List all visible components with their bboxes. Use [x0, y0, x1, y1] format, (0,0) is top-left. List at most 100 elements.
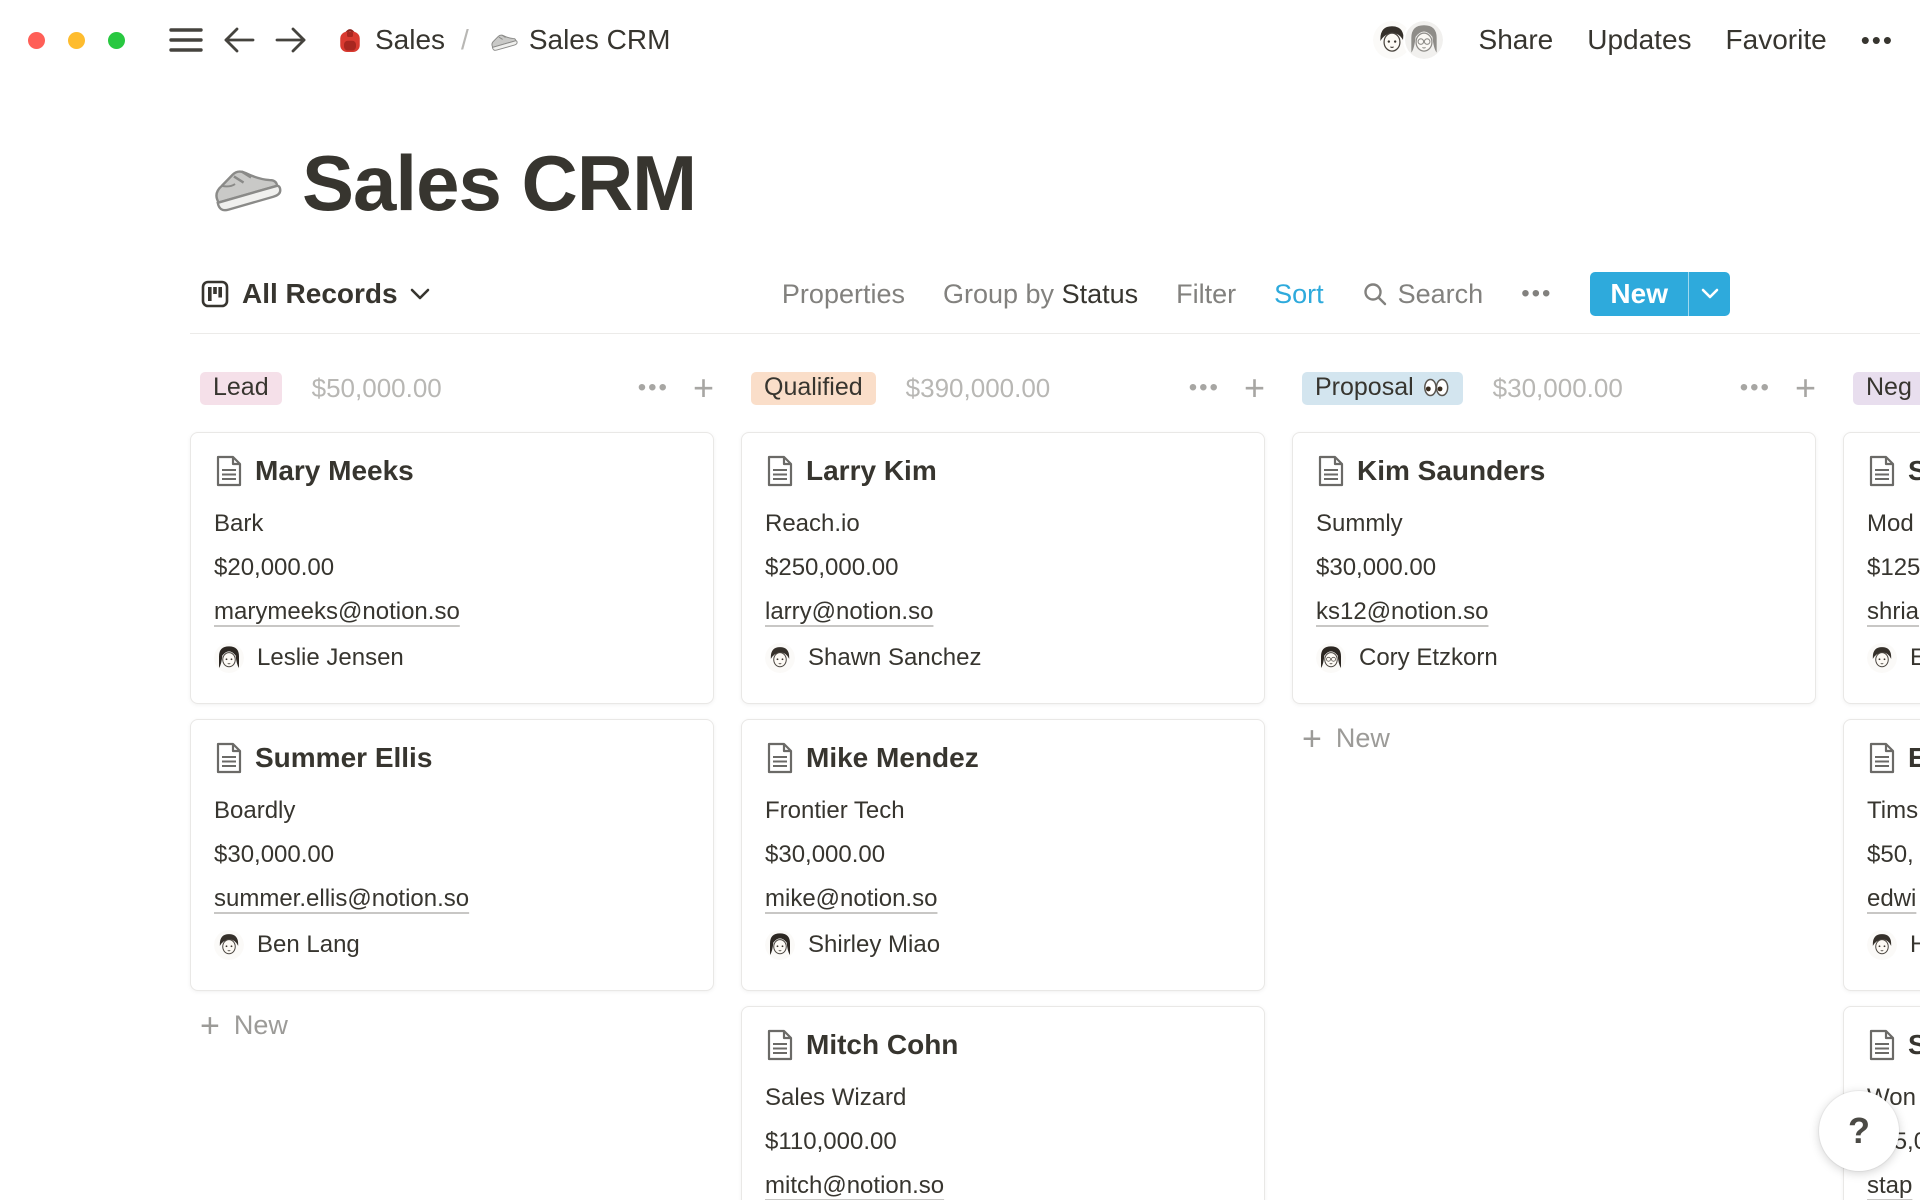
breadcrumb-page[interactable]: Sales CRM [485, 24, 670, 56]
new-record-button[interactable]: New [1590, 272, 1730, 316]
more-options-icon[interactable]: ••• [1860, 24, 1894, 55]
page-icon [767, 742, 793, 774]
card-name: Mike Mendez [806, 742, 979, 773]
card-owner-name: Cory Etzkorn [1359, 644, 1498, 671]
card-email-link[interactable]: stap [1867, 1172, 1913, 1199]
status-badge[interactable]: Lead [200, 371, 282, 405]
column-header: Lead $50,000.00 ••• + [190, 367, 714, 408]
card-company: Mod [1867, 510, 1914, 537]
card-email-link[interactable]: ks12@notion.so [1316, 598, 1489, 625]
breadcrumb-workspace[interactable]: Sales [335, 24, 445, 56]
eyes-emoji [1423, 378, 1449, 396]
column-more-icon[interactable]: ••• [637, 374, 669, 401]
column-add-icon[interactable]: + [1243, 367, 1265, 408]
page-icon [767, 455, 793, 487]
record-card[interactable]: Larry Kim Reach.io $250,000.00 larry@not… [741, 432, 1265, 704]
status-badge[interactable]: Neg [1853, 371, 1920, 405]
avatar [1867, 930, 1897, 960]
record-card[interactable]: S Mod $125 shria E [1843, 432, 1920, 704]
status-badge-label: Proposal [1315, 372, 1414, 401]
card-email-link[interactable]: marymeeks@notion.so [214, 598, 460, 625]
updates-button[interactable]: Updates [1587, 24, 1692, 55]
card-amount: $20,000.00 [214, 554, 335, 581]
plus-icon: + [1302, 719, 1322, 758]
card-company: Boardly [214, 797, 296, 824]
column-add-icon[interactable]: + [692, 367, 714, 408]
column-total: $50,000.00 [311, 372, 442, 403]
card-name: S [1908, 455, 1920, 487]
card-email-link[interactable]: larry@notion.so [765, 598, 934, 625]
record-card[interactable]: E Tims $50, edwi H [1843, 719, 1920, 991]
record-card[interactable]: Mike Mendez Frontier Tech $30,000.00 mik… [741, 719, 1265, 991]
search-button[interactable]: Search [1362, 279, 1483, 310]
column-total: $390,000.00 [905, 372, 1051, 403]
view-more-icon[interactable]: ••• [1521, 280, 1553, 307]
board-view-icon [201, 280, 229, 308]
avatar [1402, 19, 1445, 61]
record-card[interactable]: Summer Ellis Boardly $30,000.00 summer.e… [190, 719, 714, 991]
help-icon: ? [1848, 1110, 1870, 1151]
card-owner-name: Shirley Miao [808, 931, 941, 958]
card-amount: $125 [1867, 554, 1920, 581]
page-icon [1869, 742, 1895, 774]
menu-icon[interactable] [169, 27, 203, 53]
page-icon [1318, 455, 1344, 487]
card-owner-name: Leslie Jensen [257, 644, 404, 671]
page-icon [216, 455, 242, 487]
breadcrumb-workspace-label: Sales [375, 24, 446, 55]
help-button[interactable]: ? [1819, 1091, 1899, 1171]
new-record-dropdown[interactable] [1688, 272, 1730, 316]
chevron-down-icon [410, 288, 429, 299]
properties-button[interactable]: Properties [781, 278, 905, 309]
filter-button[interactable]: Filter [1176, 278, 1237, 309]
record-card[interactable]: Mary Meeks Bark $20,000.00 marymeeks@not… [190, 432, 714, 704]
record-card[interactable]: Mitch Cohn Sales Wizard $110,000.00 mitc… [741, 1006, 1265, 1200]
kanban-board: Lead $50,000.00 ••• + Mary Meeks Bark $2… [190, 334, 1920, 1200]
card-owner-name: Ben Lang [257, 931, 360, 958]
share-button[interactable]: Share [1478, 24, 1554, 55]
board-column-proposal: Proposal $30,000.00 ••• + Kim Saunders S… [1292, 367, 1816, 758]
close-window-button[interactable] [28, 31, 45, 49]
card-company: Bark [214, 510, 264, 537]
forward-arrow-icon[interactable] [275, 26, 307, 54]
page-icon [216, 742, 242, 774]
column-more-icon[interactable]: ••• [1739, 374, 1771, 401]
card-company: Summly [1316, 510, 1403, 537]
sneaker-page-icon[interactable] [200, 146, 284, 222]
breadcrumb: Sales / Sales CRM [335, 24, 670, 56]
card-email-link[interactable]: summer.ellis@notion.so [214, 885, 470, 912]
status-badge[interactable]: Proposal [1302, 371, 1463, 405]
back-arrow-icon[interactable] [223, 26, 255, 54]
avatar [1316, 643, 1346, 673]
card-email-link[interactable]: shria [1867, 598, 1920, 625]
collaborator-avatars[interactable] [1370, 19, 1445, 61]
minimize-window-button[interactable] [68, 31, 85, 49]
add-card-label: New [1335, 723, 1390, 753]
favorite-button[interactable]: Favorite [1725, 24, 1827, 55]
card-amount: $50, [1867, 841, 1914, 868]
card-company: Reach.io [765, 510, 860, 537]
add-card-button[interactable]: + New [1292, 719, 1816, 758]
column-add-icon[interactable]: + [1794, 367, 1816, 408]
page-header: Sales CRM [200, 138, 1920, 229]
record-card[interactable]: Kim Saunders Summly $30,000.00 ks12@noti… [1292, 432, 1816, 704]
card-email-link[interactable]: mike@notion.so [765, 885, 938, 912]
card-company: Sales Wizard [765, 1084, 907, 1111]
group-by-value: Status [1061, 278, 1139, 309]
card-name: S [1908, 1029, 1920, 1061]
sort-button[interactable]: Sort [1274, 278, 1324, 309]
new-record-label[interactable]: New [1610, 278, 1668, 309]
column-more-icon[interactable]: ••• [1188, 374, 1220, 401]
group-by-button[interactable]: Group by Status [943, 279, 1138, 310]
view-switcher[interactable]: All Records [200, 278, 430, 310]
card-name: Mary Meeks [255, 455, 414, 486]
zoom-window-button[interactable] [108, 31, 125, 49]
card-owner-name: E [1910, 644, 1920, 672]
page-icon [767, 1029, 793, 1061]
add-card-button[interactable]: + New [190, 1009, 714, 1043]
card-email-link[interactable]: mitch@notion.so [765, 1172, 945, 1199]
status-badge[interactable]: Qualified [751, 371, 876, 405]
card-email-link[interactable]: edwi [1867, 885, 1917, 912]
toolbar-divider [190, 333, 1920, 334]
card-owner: Shirley Miao [765, 930, 1240, 960]
